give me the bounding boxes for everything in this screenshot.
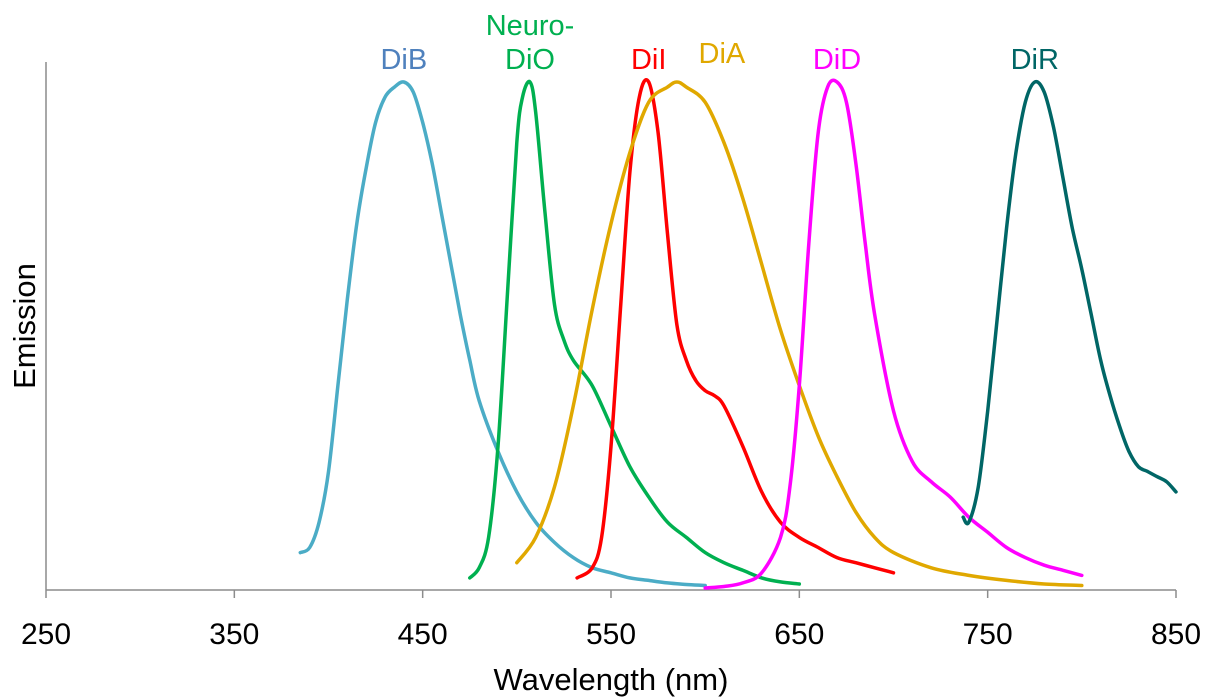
series-label: DiR (1011, 44, 1059, 76)
series-line-neuro-dio (468, 79, 802, 586)
series-label: DiO (505, 44, 555, 76)
x-tick-label: 450 (398, 618, 448, 651)
x-axis-ticks: 250 350 450 550 650 750 850 (21, 590, 1201, 651)
x-tick-label: 650 (774, 618, 824, 651)
y-axis-title: Emission (7, 263, 42, 389)
x-tick-label: 350 (209, 618, 259, 651)
series-label: DiA (699, 38, 746, 70)
series-label: DiD (813, 44, 861, 76)
x-tick-label: 750 (963, 618, 1013, 651)
x-axis-title: Wavelength (nm) (494, 662, 729, 697)
series-label: DiB (380, 44, 427, 76)
series-line-dib (298, 80, 707, 588)
series-labels: DiB Neuro-DiO DiI DiA DiD DiR (380, 10, 1058, 76)
chart-axes (45, 62, 1176, 591)
series-layer (298, 77, 1178, 590)
series-label: DiI (631, 44, 666, 76)
x-tick-label: 850 (1151, 618, 1201, 651)
series-line-did (703, 78, 1084, 590)
series-label: Neuro- (486, 10, 575, 42)
x-tick-label: 250 (21, 618, 71, 651)
series-line-dii (575, 77, 896, 580)
series-line-dia (515, 80, 1084, 588)
series-line-dir (961, 79, 1178, 526)
x-tick-label: 550 (586, 618, 636, 651)
